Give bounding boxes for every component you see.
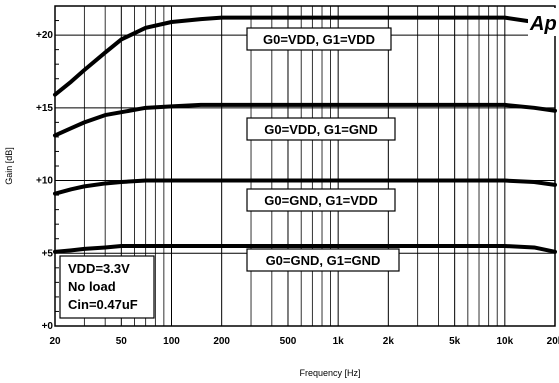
ap-logo: Ap bbox=[528, 8, 559, 36]
series-label-1-text: G0=VDD, G1=VDD bbox=[263, 32, 375, 47]
series-line-2 bbox=[53, 102, 557, 138]
x-tick-label: 20 bbox=[49, 336, 61, 347]
series-line-4 bbox=[53, 244, 557, 254]
tick-labels: 20 50 100 200 500 1k 2k 5k 10k 20k +0 +5 +10 +15 +20 bbox=[36, 30, 559, 347]
x-tick-label: 1k bbox=[333, 336, 345, 347]
series-layer bbox=[53, 15, 557, 254]
condition-cin: Cin=0.47uF bbox=[68, 297, 138, 312]
series-label-1: G0=VDD, G1=VDD bbox=[246, 27, 392, 51]
y-axis-label: Gain [dB] bbox=[4, 147, 14, 185]
condition-load: No load bbox=[68, 279, 116, 294]
ap-logo-text: Ap bbox=[529, 13, 557, 35]
x-tick-label: 100 bbox=[163, 336, 180, 347]
grid bbox=[55, 6, 555, 326]
x-tick-label: 2k bbox=[383, 336, 395, 347]
x-tick-label: 200 bbox=[213, 336, 230, 347]
plot-frame bbox=[54, 5, 556, 327]
series-line-3 bbox=[53, 178, 557, 196]
y-tick-label: +0 bbox=[42, 321, 54, 332]
x-tick-label: 10k bbox=[496, 336, 513, 347]
x-tick-label: 20k bbox=[547, 336, 559, 347]
series-line-1 bbox=[53, 15, 557, 97]
y-tick-label: +20 bbox=[36, 30, 53, 41]
x-axis-label: Frequency [Hz] bbox=[299, 368, 360, 378]
series-label-2: G0=VDD, G1=GND bbox=[246, 117, 396, 141]
series-label-4-text: G0=GND, G1=GND bbox=[266, 253, 381, 268]
series-label-3-text: G0=GND, G1=VDD bbox=[264, 193, 377, 208]
conditions-box: VDD=3.3V No load Cin=0.47uF bbox=[59, 255, 155, 319]
x-tick-label: 5k bbox=[449, 336, 461, 347]
x-tick-label: 50 bbox=[116, 336, 128, 347]
x-tick-label: 500 bbox=[280, 336, 297, 347]
series-label-3: G0=GND, G1=VDD bbox=[246, 188, 396, 212]
series-label-4: G0=GND, G1=GND bbox=[246, 248, 400, 272]
y-tick-label: +5 bbox=[42, 248, 54, 259]
series-label-2-text: G0=VDD, G1=GND bbox=[264, 122, 377, 137]
condition-vdd: VDD=3.3V bbox=[68, 261, 130, 276]
y-tick-label: +15 bbox=[36, 103, 53, 114]
y-tick-label: +10 bbox=[36, 176, 53, 187]
